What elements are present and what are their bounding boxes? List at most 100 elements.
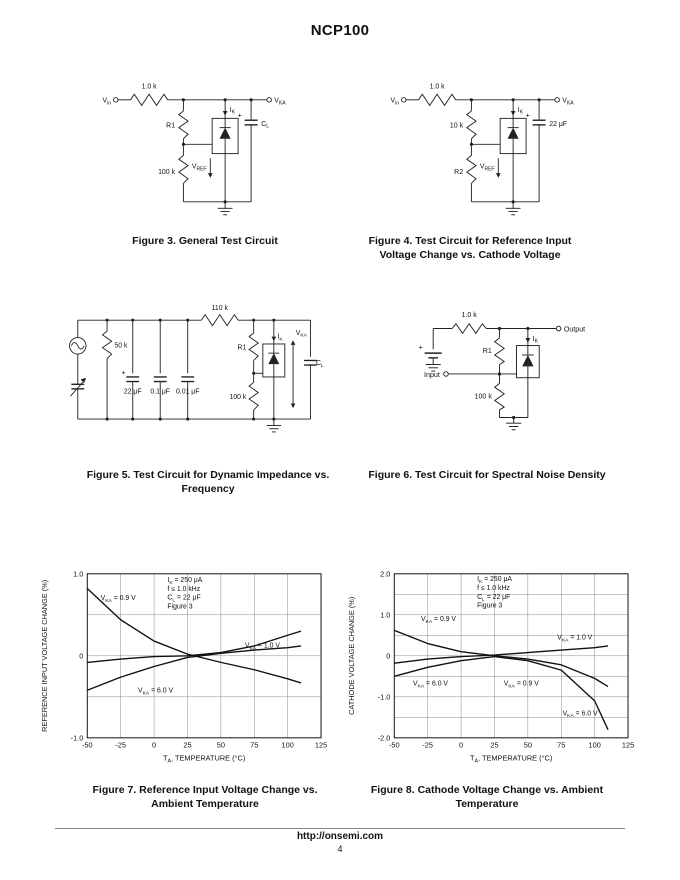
r50k-label: 50 k: [114, 343, 128, 350]
footer-url: http://onsemi.com: [296, 831, 384, 842]
y-tick-label: -1.0: [378, 692, 391, 701]
cap2-label: 0.1 μF: [150, 388, 170, 395]
input-terminal: [113, 97, 119, 103]
vref-arrow-icon: [207, 158, 213, 178]
input-terminal: [443, 371, 449, 377]
figure8-chart: -50 -25 0 25 50 75 100 125 -2.0 -1.0 0 1.0 2.0 TA, TE…: [347, 569, 634, 764]
r1-label: R1: [238, 344, 247, 351]
x-tick-label: 25: [490, 741, 498, 750]
plus-label: +: [526, 112, 530, 119]
circuit-wires: [406, 93, 555, 209]
ik-label: IK: [533, 335, 539, 345]
footer-page-number: 4: [337, 844, 343, 854]
cap1-label: 22 μF: [124, 388, 142, 395]
ik-label: IK: [518, 107, 524, 116]
x-tick-label: 75: [250, 741, 258, 750]
x-tick-label: -50: [389, 741, 400, 750]
resistor: [248, 332, 260, 361]
conditions-note: f ≤ 1.0 kHz: [477, 585, 510, 592]
y-axis-title: REFERENCE INPUT VOLTAGE CHANGE (%): [40, 580, 49, 732]
x-tick-label: 0: [459, 741, 463, 750]
input-terminal: [401, 97, 407, 103]
ground-icon: [425, 364, 441, 372]
y-tick-label: 1.0: [380, 610, 390, 619]
figure7-chart: -50 -25 0 25 50 75 100 125 -1.0 0 1.0 TA, TEMPERATU…: [40, 569, 327, 764]
current-arrow-icon: [525, 337, 531, 343]
resistor: [465, 155, 477, 184]
x-tick-label: 100: [282, 741, 294, 750]
circuit-wires: [69, 313, 317, 426]
shunt-regulator-symbol: [268, 343, 280, 377]
vka-label: VKA: [562, 98, 574, 107]
resistor: [465, 110, 477, 140]
series-curve: [87, 630, 302, 664]
x-tick-label: 125: [622, 741, 634, 750]
x-tick-label: 0: [152, 741, 156, 750]
resistor: [201, 313, 239, 327]
plot-frame: [393, 573, 629, 739]
conditions-note: IK = 250 μA: [477, 576, 512, 585]
curve-label: VKA = 6.0 V: [413, 680, 448, 689]
x-tick-label: -50: [82, 741, 93, 750]
upper-resistor-label: R1: [166, 123, 175, 130]
curve-label: VKA = 1.0 V: [557, 634, 592, 643]
plus-label: +: [121, 370, 125, 377]
current-arrow-icon: [271, 336, 277, 342]
ground-icon: [506, 422, 522, 431]
curve-label: VKA = 6.0 V: [138, 688, 173, 697]
sine-icon: [70, 342, 85, 350]
x-tick-label: 100: [589, 741, 601, 750]
resistor: [418, 93, 457, 107]
vin-label: Vin: [103, 98, 112, 107]
resistor: [248, 382, 260, 411]
current-arrow-icon: [222, 110, 228, 116]
figure3-circuit: Vin VKA 1.0 k R1 100 k IK VREF + CL: [103, 84, 286, 216]
lower-resistor-label: 100 k: [158, 169, 176, 176]
y-tick-label: 2.0: [380, 569, 390, 578]
resistor: [493, 337, 506, 365]
vref-label: VREF: [480, 163, 495, 172]
y-axis-title: CATHODE VOLTAGE CHANGE (%): [347, 597, 356, 715]
series-curve: [394, 629, 609, 688]
vin-label: Vin: [391, 98, 400, 107]
resistor: [451, 322, 487, 335]
x-tick-label: 50: [524, 741, 532, 750]
output-terminal: [266, 97, 272, 103]
curve-label: VKA = 0.9 V: [101, 595, 136, 604]
y-tick-label: 0: [386, 651, 390, 660]
series-curve: [394, 655, 609, 730]
conditions-note: CL = 22 μF: [167, 595, 200, 604]
resistor: [493, 383, 506, 411]
y-tick-label: -1.0: [71, 733, 84, 742]
circuit-wires: [118, 93, 267, 209]
x-axis-title: TA, TEMPERATURE (°C): [163, 753, 245, 764]
output-terminal: [554, 97, 560, 103]
shunt-regulator-symbol: [507, 118, 519, 154]
ik-label: IK: [277, 333, 283, 342]
x-tick-label: -25: [422, 741, 433, 750]
ground-icon: [266, 425, 282, 433]
figure4-circuit: Vin VKA 1.0 k 10 k R2 IK VREF + 22 μF: [391, 84, 574, 216]
x-tick-label: -25: [115, 741, 126, 750]
upper-resistor-label: 10 k: [450, 123, 464, 130]
curve-label: VKA = 1.0 V: [245, 643, 280, 652]
top-resistor-label: 110 k: [212, 305, 229, 312]
x-tick-label: 75: [557, 741, 565, 750]
conditions-note: Figure 3: [167, 604, 192, 611]
r1-label: R1: [483, 347, 492, 355]
ik-label: IK: [230, 107, 236, 116]
x-axis-title: TA, TEMPERATURE (°C): [470, 753, 552, 764]
figure4-caption: Figure 4. Test Circuit for Reference Inp…: [368, 235, 572, 262]
vref-label: VREF: [192, 163, 207, 172]
ac-source: [69, 337, 87, 355]
figure5-circuit: 110 k 50 k + 22 μF 0.1 μF 0.01 μF R1 100…: [69, 305, 324, 433]
x-tick-label: 50: [217, 741, 225, 750]
cap-label: CL: [261, 121, 269, 130]
top-resistor-label: 1.0 k: [430, 84, 446, 91]
output-terminal: [555, 325, 562, 332]
shunt-regulator-symbol: [219, 118, 231, 154]
cap-label: 22 μF: [549, 121, 567, 128]
figure6-circuit: 1.0 k Output + R1 Input 100 k IK: [419, 311, 585, 431]
y-tick-label: -2.0: [378, 733, 391, 742]
figure8-caption: Figure 8. Cathode Voltage Change vs. Amb…: [370, 784, 604, 811]
